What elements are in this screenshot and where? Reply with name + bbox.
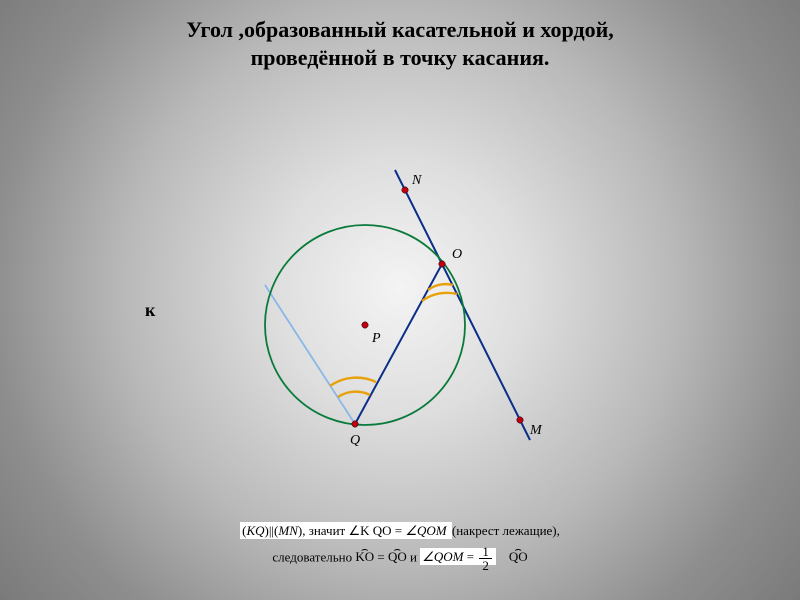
point-p <box>362 322 368 328</box>
point-m <box>517 417 523 423</box>
point-label-o: O <box>452 247 462 262</box>
t: = <box>377 549 388 564</box>
t: KQ <box>246 523 264 538</box>
t: ∠QOM = 12 <box>420 548 496 565</box>
t: и <box>410 549 420 564</box>
angle-arc-o-inner <box>428 284 453 290</box>
t: ), значит ∠K QO = <box>298 523 406 538</box>
point-label-n: N <box>411 173 422 188</box>
angle-arc-o-outer <box>422 293 457 301</box>
t: MN <box>278 523 298 538</box>
t: ∠QOM <box>405 523 446 538</box>
point-n <box>402 187 408 193</box>
point-o <box>439 261 445 267</box>
k-label: к <box>145 300 155 321</box>
page-title: Угол ,образованный касательной и хордой,… <box>0 16 800 71</box>
formula-line2: следовательно KO = QO и ∠QOM = 12 QO <box>0 545 800 572</box>
formula-line1: (KQ)||(MN), значит ∠K QO = ∠QOM (накрест… <box>0 523 800 539</box>
t: (накрест лежащие), <box>452 523 560 538</box>
point-label-m: M <box>529 423 543 438</box>
title-line1: Угол ,образованный касательной и хордой, <box>186 17 614 42</box>
geometry-diagram: N O M P Q <box>180 150 620 500</box>
arc-ko: KO <box>355 549 374 565</box>
fraction-half: 12 <box>479 545 492 572</box>
t: QO <box>509 549 528 564</box>
angle-arc-q-inner <box>338 392 370 397</box>
arc-qo-2: QO <box>509 549 528 565</box>
formula-line1-box: (KQ)||(MN), значит ∠K QO = ∠QOM <box>240 522 452 539</box>
t: 1 <box>479 545 492 559</box>
formula-block: (KQ)||(MN), значит ∠K QO = ∠QOM (накрест… <box>0 523 800 572</box>
t: = <box>463 549 477 564</box>
t: 2 <box>479 559 492 572</box>
point-label-q: Q <box>350 433 360 448</box>
t: следовательно <box>272 549 355 564</box>
t: KO <box>355 549 374 564</box>
parallel-line-kq <box>265 285 355 424</box>
point-q <box>352 421 358 427</box>
t: ∠QOM <box>422 549 463 564</box>
arc-qo-1: QO <box>388 549 407 565</box>
t: )||( <box>265 523 279 538</box>
t: QO <box>388 549 407 564</box>
point-label-p: P <box>371 331 381 346</box>
angle-arc-q-outer <box>330 378 376 386</box>
title-line2: проведённой в точку касания. <box>251 45 550 70</box>
